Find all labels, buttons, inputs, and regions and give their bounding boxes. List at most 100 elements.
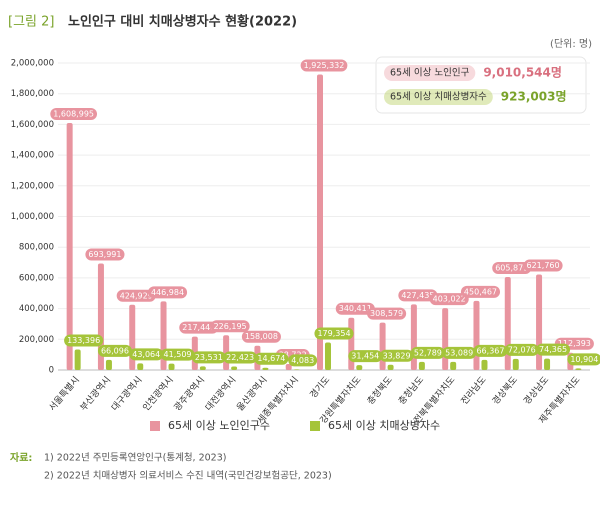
value-label: 22,423 — [226, 353, 254, 362]
x-tick-label: 서울특별시 — [47, 374, 82, 413]
value-label: 52,789 — [414, 348, 442, 357]
summary-label: 65세 이상 치매상병자수 — [390, 91, 487, 103]
value-label: 450,467 — [464, 287, 497, 296]
bar — [262, 367, 269, 370]
value-label: 308,579 — [370, 309, 403, 318]
x-tick-label: 충청남도 — [396, 374, 426, 406]
value-label-bg — [288, 354, 318, 367]
value-label-bg — [335, 302, 375, 315]
y-tick-label: 1,200,000 — [11, 181, 54, 191]
value-label: 4,083 — [291, 356, 314, 365]
bar — [199, 366, 206, 370]
bar — [168, 363, 175, 370]
legend-label: 65세 이상 노인인구수 — [168, 419, 270, 432]
x-tick-label: 대전광역시 — [203, 374, 239, 413]
value-label-bg — [410, 346, 445, 359]
value-label-bg — [504, 343, 539, 356]
y-tick-label: 400,000 — [19, 304, 54, 314]
value-label: 33,829 — [383, 351, 411, 360]
bar — [544, 358, 551, 370]
bar — [348, 317, 355, 370]
value-label-bg — [314, 327, 354, 340]
value-label: 74,365 — [539, 345, 567, 354]
value-label: 23,531 — [195, 353, 223, 362]
bar — [74, 349, 81, 370]
value-label: 53,089 — [445, 348, 473, 357]
y-tick-label: 1,400,000 — [11, 151, 54, 161]
value-label-bg — [460, 285, 501, 298]
value-label: 621,760 — [527, 261, 560, 270]
value-label: 226,195 — [214, 322, 247, 331]
value-label: 158,008 — [245, 332, 278, 341]
value-label-bg — [179, 321, 219, 334]
summary-pill — [384, 65, 476, 81]
value-label-bg — [473, 344, 508, 357]
value-label: 14,674 — [257, 354, 285, 363]
bar — [387, 364, 394, 370]
bar — [137, 363, 144, 370]
value-label-bg — [254, 352, 289, 365]
legend-label: 65세 이상 치매상병자수 — [328, 419, 440, 432]
note: 1) 2022년 주민등록연앙인구(통계청, 2023) — [44, 452, 226, 464]
y-tick-label: 1,600,000 — [11, 120, 54, 130]
value-label: 217,446 — [182, 323, 215, 332]
value-label: 66,096 — [101, 346, 129, 355]
bar — [410, 304, 417, 370]
bar — [536, 274, 543, 370]
x-tick-label: 대구광역시 — [109, 374, 145, 413]
value-label: 72,076 — [508, 345, 536, 354]
value-label-bg — [210, 320, 250, 333]
bar — [481, 359, 488, 370]
value-label-bg — [442, 346, 477, 359]
value-label: 66,367 — [476, 346, 504, 355]
value-label-bg — [536, 343, 571, 356]
value-label: 133,396 — [67, 336, 100, 345]
bar — [231, 366, 238, 370]
x-tick-label: 경기도 — [307, 374, 332, 401]
bar — [293, 369, 300, 370]
value-label-bg — [116, 289, 156, 302]
x-tick-label: 경상북도 — [489, 374, 519, 407]
y-tick-label: 2,000,000 — [11, 59, 54, 69]
value-label: 403,022 — [433, 295, 466, 304]
bar — [105, 359, 112, 370]
legend-swatch — [310, 421, 320, 431]
bar — [418, 361, 425, 370]
value-label: 427,435 — [401, 291, 434, 300]
value-label-bg — [97, 344, 132, 357]
bar — [575, 368, 582, 370]
x-tick-label: 경상남도 — [521, 374, 551, 407]
bar — [66, 123, 73, 371]
y-tick-label: 1,800,000 — [11, 89, 54, 99]
x-tick-label: 광주광역시 — [171, 374, 207, 413]
value-label-bg — [492, 261, 532, 274]
bar — [450, 361, 457, 370]
value-label: 43,064 — [132, 350, 160, 359]
x-tick-label: 전라남도 — [459, 374, 489, 406]
y-tick-label: 800,000 — [19, 243, 54, 253]
x-tick-label: 부산광역시 — [77, 374, 113, 413]
x-tick-label: 충청북도 — [365, 374, 395, 406]
value-label: 41,509 — [164, 350, 192, 359]
bar — [473, 300, 480, 370]
value-label-bg — [147, 286, 188, 299]
value-label: 1,925,332 — [304, 61, 345, 70]
summary-label: 65세 이상 노인인구 — [390, 68, 470, 79]
value-label: 31,454 — [351, 352, 379, 361]
y-tick-label: 600,000 — [19, 273, 54, 283]
value-label: 112,393 — [558, 339, 591, 348]
value-label: 10,904 — [570, 355, 598, 364]
y-tick-label: 1,000,000 — [11, 212, 54, 222]
summary-box — [375, 56, 587, 114]
x-tick-label: 인천광역시 — [140, 374, 176, 413]
legend-swatch — [150, 421, 160, 431]
x-tick-label: 울산광역시 — [234, 374, 270, 413]
value-label-bg — [379, 349, 414, 362]
value-label-bg — [429, 293, 469, 306]
value-label: 1,608,995 — [53, 110, 94, 119]
value-label-bg — [85, 248, 125, 261]
value-label-bg — [348, 350, 383, 363]
summary-total: 9,010,544명 — [483, 66, 562, 80]
